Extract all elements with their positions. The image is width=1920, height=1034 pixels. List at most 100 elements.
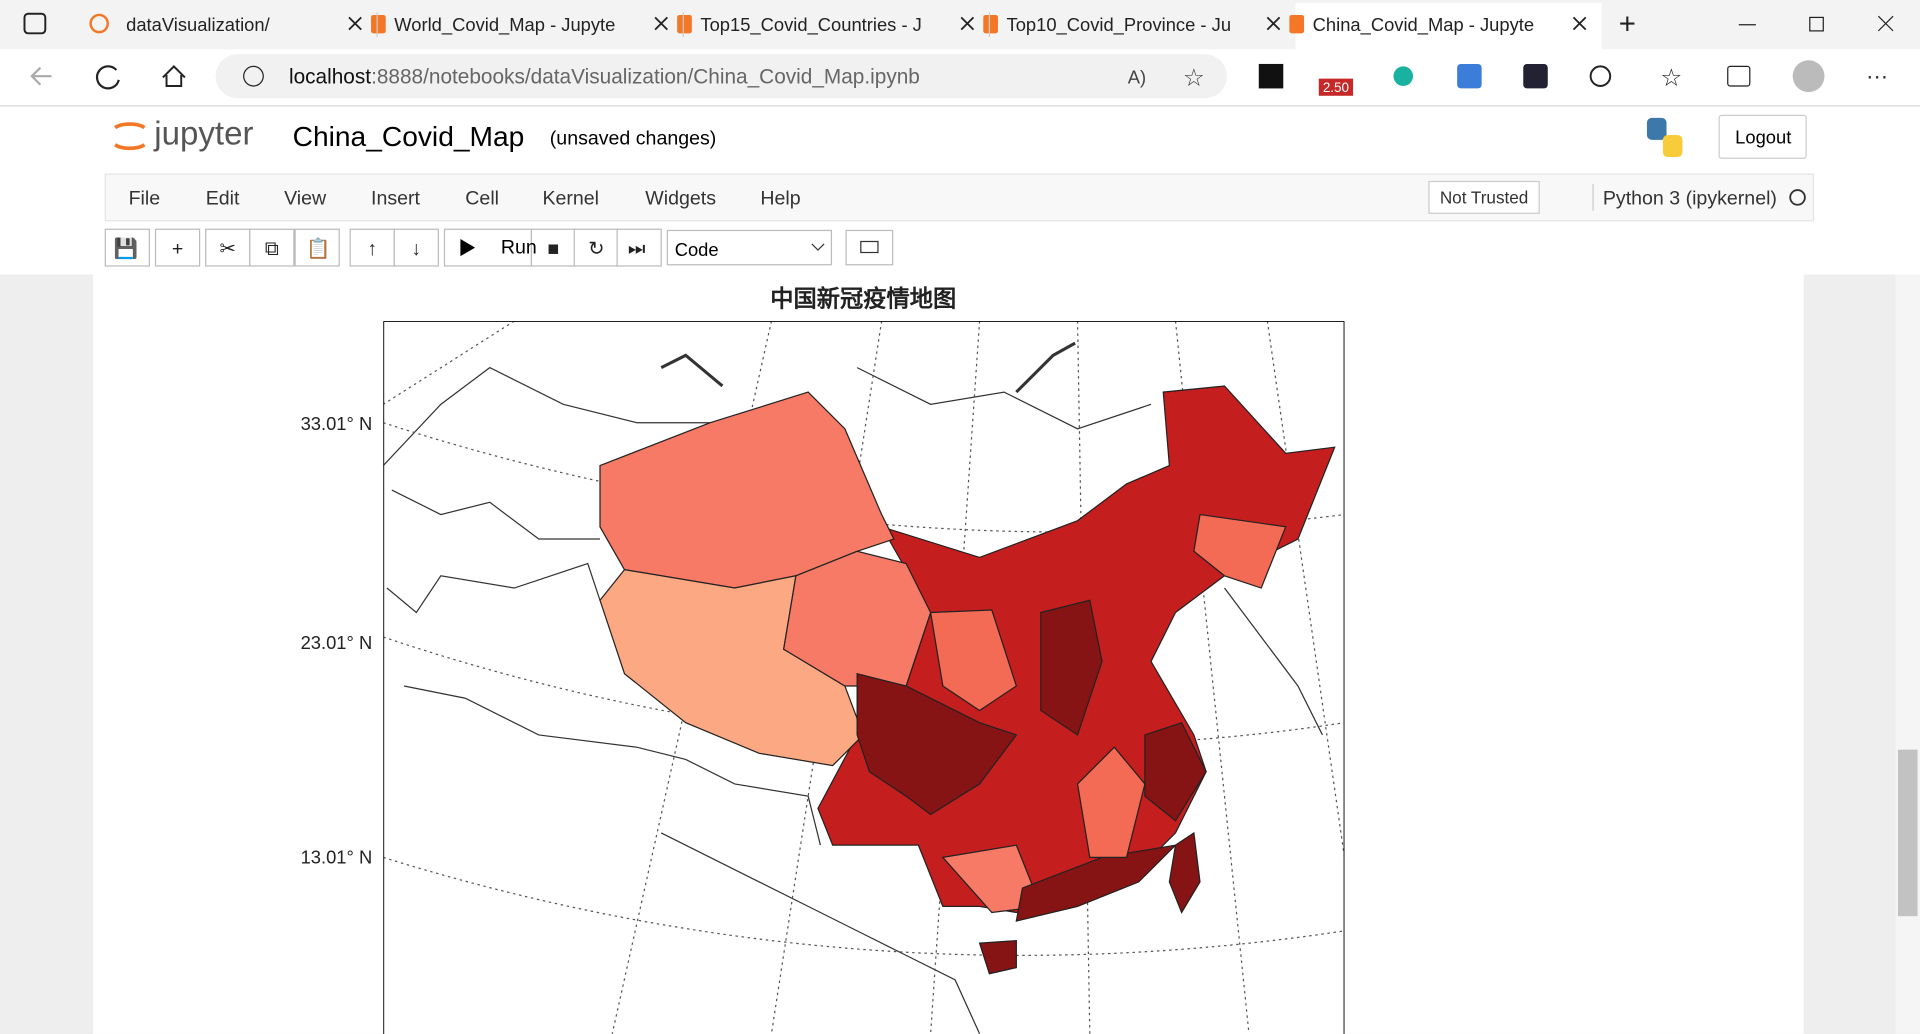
region	[599, 391, 895, 589]
tab-close[interactable]	[1572, 16, 1587, 31]
toolbar-button[interactable]	[294, 228, 340, 267]
toolbar-button[interactable]	[249, 228, 295, 267]
address-host: localhost	[289, 66, 371, 89]
tab-close[interactable]	[960, 16, 975, 31]
tab-title[interactable]: Top10_Covid_Province - Ju	[1007, 14, 1232, 36]
tab-icon	[1289, 14, 1305, 34]
latitude-label: 13.01° N	[301, 847, 373, 868]
toolbar-button[interactable]	[530, 228, 577, 267]
dropdown-arrow	[811, 243, 825, 251]
notebook-name[interactable]: China_Covid_Map	[293, 121, 525, 152]
logout-label: Logout	[1735, 127, 1791, 148]
extension[interactable]	[1457, 63, 1482, 89]
address-bar[interactable]	[215, 54, 1227, 99]
extension[interactable]	[1393, 66, 1414, 86]
extension[interactable]	[1258, 63, 1284, 89]
cell-type-select[interactable]	[666, 229, 833, 266]
meridian	[611, 321, 773, 1034]
menubar	[104, 173, 1815, 222]
tab-title[interactable]: World_Covid_Map - Jupyte	[394, 14, 615, 36]
tab-icon	[983, 14, 998, 34]
profile[interactable]	[1792, 60, 1825, 93]
favorite[interactable]: ☆	[1183, 65, 1205, 92]
map	[383, 321, 1345, 1034]
favorites[interactable]: ☆	[1660, 65, 1682, 92]
run-icon	[460, 239, 476, 257]
region	[783, 550, 932, 687]
menu-item[interactable]: Kernel	[542, 188, 599, 210]
tab-close[interactable]	[654, 16, 668, 31]
scrollbar[interactable]	[1895, 274, 1920, 1034]
scrollbar-thumb[interactable]	[1897, 749, 1918, 917]
tab-icon	[89, 13, 109, 34]
trust-indicator[interactable]	[1428, 180, 1540, 214]
python-logo	[1646, 117, 1667, 140]
parallel	[383, 321, 515, 405]
toolbar-button[interactable]	[104, 228, 150, 267]
tab-title[interactable]: China_Covid_Map - Jupyte	[1313, 14, 1534, 36]
region	[599, 568, 864, 767]
neighbor-borders	[383, 341, 1323, 1034]
home[interactable]	[162, 65, 186, 87]
menu-item[interactable]: Insert	[371, 188, 421, 210]
region	[1168, 831, 1201, 914]
reload[interactable]	[95, 65, 120, 90]
latitude-labels: 33.01° N 23.01° N 13.01° N	[301, 413, 373, 867]
border	[856, 367, 1152, 430]
notebook-toolbar: 💾 + ✂ ⧉ 📋 ↑ ↓ ■ ↻ ⏭	[104, 228, 662, 267]
menu-item[interactable]: View	[284, 188, 327, 210]
toolbar-icon: 💾	[114, 237, 138, 260]
toolbar-button[interactable]	[349, 228, 395, 267]
toolbar-icon: ⏭	[628, 238, 646, 260]
restore[interactable]	[1809, 16, 1824, 32]
logout-button[interactable]	[1718, 114, 1807, 159]
toolbar-icon: ↑	[367, 238, 377, 260]
region	[1076, 746, 1146, 859]
badge-text: 2.50	[1323, 80, 1349, 95]
menu-item[interactable]: Help	[760, 188, 800, 210]
menu-item[interactable]: Edit	[206, 188, 240, 210]
tab-title[interactable]: dataVisualization/	[126, 14, 270, 35]
menu-item[interactable]: Cell	[465, 188, 499, 210]
border	[386, 562, 601, 614]
jupyter-logo[interactable]: jupyter	[153, 116, 253, 153]
tab-actions[interactable]	[23, 12, 47, 35]
tabs: dataVisualization/World_Covid_Map - Jupy…	[89, 12, 1587, 37]
toolbar-icon: ✂	[220, 238, 236, 260]
logo-arc	[114, 143, 146, 151]
toolbar-button[interactable]	[393, 228, 439, 267]
close-window[interactable]	[1877, 15, 1894, 32]
site-info[interactable]	[243, 65, 264, 87]
provinces	[599, 385, 1336, 975]
more[interactable]: ···	[1866, 64, 1888, 89]
extensions[interactable]	[1589, 65, 1612, 87]
tab-icon	[371, 14, 386, 34]
new-tab[interactable]: +	[1619, 7, 1636, 40]
toolbar-button[interactable]	[616, 228, 662, 267]
tab-title[interactable]: Top15_Covid_Countries - J	[700, 14, 921, 36]
menu-item[interactable]: Widgets	[645, 188, 716, 210]
tab-close[interactable]	[1266, 16, 1281, 31]
extension-badge[interactable]	[1318, 78, 1354, 96]
figure-title: 中国新冠疫情地图	[770, 285, 956, 311]
toolbar-button[interactable]	[154, 228, 201, 267]
back[interactable]	[30, 66, 52, 86]
collections[interactable]	[1727, 65, 1751, 87]
keyboard-icon	[860, 240, 879, 254]
region	[1040, 599, 1103, 736]
latitude-label: 33.01° N	[301, 413, 373, 434]
toolbar-button[interactable]	[573, 228, 619, 267]
region	[856, 672, 1018, 816]
run-label: Run	[501, 237, 537, 259]
logo-arc	[114, 122, 146, 130]
toolbar-button[interactable]	[443, 228, 533, 267]
keyboard-shortcuts[interactable]	[845, 229, 894, 266]
extension[interactable]	[1523, 63, 1548, 89]
tab-close[interactable]	[348, 16, 362, 31]
trust-label: Not Trusted	[1440, 188, 1529, 208]
toolbar-icon: ↓	[411, 238, 421, 260]
read-aloud[interactable]: A)	[1128, 67, 1146, 88]
region	[978, 940, 1017, 975]
menu-item[interactable]: File	[129, 188, 161, 210]
